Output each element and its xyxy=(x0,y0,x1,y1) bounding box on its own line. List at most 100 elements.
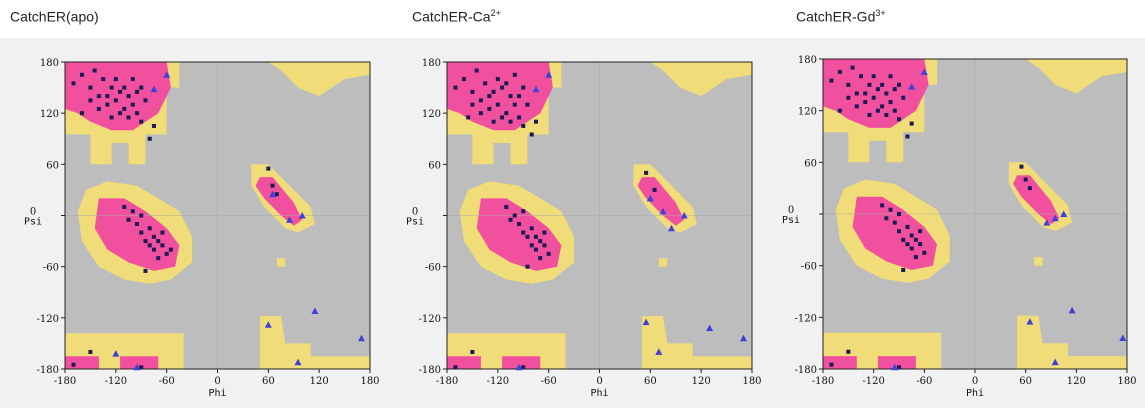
core-region xyxy=(1013,175,1060,225)
residue-point xyxy=(837,69,842,74)
x-tick-label: 180 xyxy=(742,376,761,387)
y-tick-label: -60 xyxy=(425,263,441,274)
residue-point xyxy=(113,77,118,82)
allowed-region xyxy=(276,258,286,267)
residue-point xyxy=(71,81,76,86)
residue-point xyxy=(512,72,517,77)
glycine-point xyxy=(133,363,141,371)
residue-point xyxy=(126,94,131,99)
allowed-region xyxy=(641,316,752,369)
residue-point xyxy=(533,119,538,124)
allowed-region xyxy=(259,316,370,369)
glycine-point xyxy=(659,207,667,215)
y-tick-label: 0 xyxy=(788,205,794,216)
panel-title-ca: CatchER-Ca2+ xyxy=(412,8,501,25)
y-tick-label: -120 xyxy=(37,314,59,325)
core-region xyxy=(877,356,916,369)
residue-point xyxy=(101,77,106,82)
core-region xyxy=(823,356,857,369)
residue-point xyxy=(139,230,144,235)
y-tick-label: 60 xyxy=(804,158,817,169)
residue-point xyxy=(151,234,156,239)
residue-point xyxy=(909,233,914,238)
residue-point xyxy=(867,112,872,117)
residue-point xyxy=(892,220,897,225)
residue-point xyxy=(897,82,901,87)
residue-point xyxy=(918,229,923,234)
residue-point xyxy=(495,77,500,82)
x-tick-label: 60 xyxy=(644,376,657,387)
residue-point xyxy=(918,242,923,247)
glycine-point xyxy=(642,318,650,326)
glycine-point xyxy=(668,224,675,232)
y-tick-label: 120 xyxy=(422,109,441,120)
glycine-point xyxy=(1026,318,1034,325)
glycine-point xyxy=(294,358,302,366)
residue-point xyxy=(113,98,118,103)
core-region xyxy=(637,177,685,226)
panel-title-apo: CatchER(apo) xyxy=(10,8,99,25)
glycine-point xyxy=(680,212,688,219)
residue-point xyxy=(542,243,547,248)
residue-point xyxy=(470,102,475,107)
x-tick-label: 180 xyxy=(360,376,379,387)
residue-point xyxy=(892,108,897,113)
residue-point xyxy=(156,256,161,261)
residue-point xyxy=(118,111,123,116)
residue-point xyxy=(508,119,513,124)
residue-point xyxy=(147,243,152,248)
residue-point xyxy=(130,209,135,214)
residue-point xyxy=(529,243,534,248)
glycine-point xyxy=(1051,214,1059,222)
y-tick-label: -60 xyxy=(43,263,59,274)
allowed-region xyxy=(1025,59,1127,94)
glycine-point xyxy=(655,348,663,355)
core-region xyxy=(502,356,541,369)
residue-point xyxy=(909,246,914,251)
core-region xyxy=(65,356,99,369)
glycine-point xyxy=(112,350,120,357)
residue-point xyxy=(495,102,500,107)
residue-point xyxy=(504,204,509,209)
plot-panel-1: -180 -120 -60 0 60 120 180180120600Psi-60-120-… xyxy=(406,58,762,399)
residue-point xyxy=(160,243,165,248)
y-tick-label: 60 xyxy=(428,160,441,171)
y-tick-label: 60 xyxy=(46,160,59,171)
panel-title-apo-main: CatchER(apo) xyxy=(10,8,99,25)
residue-point xyxy=(884,91,889,96)
core-region xyxy=(852,196,937,270)
residue-point xyxy=(151,123,156,128)
data-points xyxy=(829,65,1127,371)
glycine-point xyxy=(706,324,714,332)
residue-point xyxy=(105,102,110,107)
residue-point xyxy=(884,216,889,221)
x-tick-label: 60 xyxy=(1019,376,1032,387)
residue-point xyxy=(126,217,131,222)
residue-point xyxy=(487,106,492,111)
x-tick-label: -120 xyxy=(487,376,509,387)
residue-point xyxy=(92,68,97,73)
residue-point xyxy=(644,170,649,175)
residue-point xyxy=(139,365,144,370)
residue-point xyxy=(517,222,522,227)
residue-point xyxy=(829,78,834,83)
residue-point xyxy=(139,85,144,90)
residue-point xyxy=(504,111,509,116)
residue-point xyxy=(453,85,458,90)
y-tick-label: 120 xyxy=(798,107,817,118)
y-tick-label: -180 xyxy=(419,365,441,376)
residue-point xyxy=(538,256,543,261)
residue-point xyxy=(508,94,513,99)
allowed-region xyxy=(658,258,668,267)
x-axis-label: Phi xyxy=(208,388,226,399)
glycine-point xyxy=(150,85,158,93)
x-tick-label: -180 xyxy=(54,376,76,387)
residue-point xyxy=(884,112,889,117)
x-tick-label: 60 xyxy=(262,376,275,387)
glycine-point xyxy=(163,71,171,78)
residue-point xyxy=(854,104,859,109)
residue-point xyxy=(139,119,144,124)
residue-point xyxy=(164,251,169,256)
residue-point xyxy=(500,115,505,120)
residue-point xyxy=(139,213,144,218)
